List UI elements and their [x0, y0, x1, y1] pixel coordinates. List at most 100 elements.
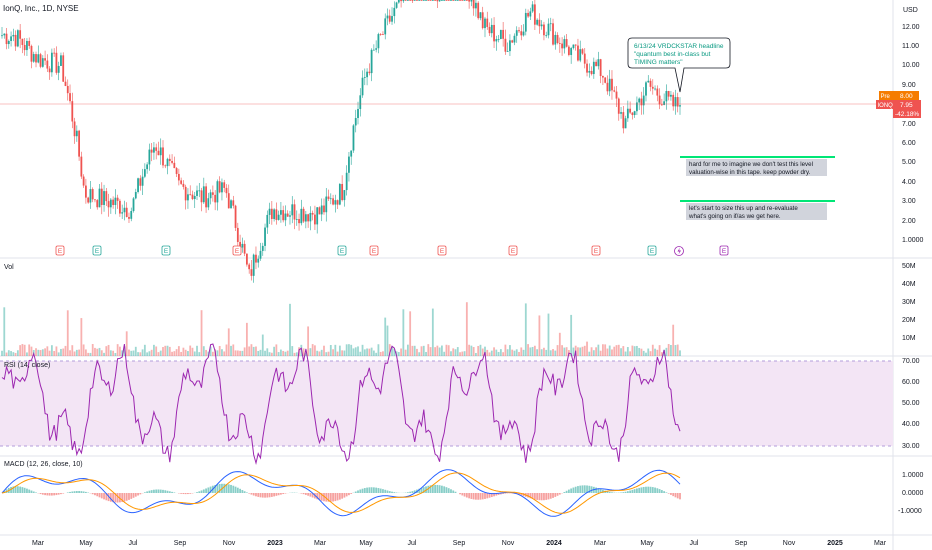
volume-bar	[597, 344, 600, 356]
candle	[148, 149, 151, 165]
macd-hist-bar	[361, 488, 364, 493]
volume-bar	[409, 311, 412, 356]
macd-hist-bar	[50, 493, 53, 496]
candle	[583, 53, 586, 64]
macd-hist-bar	[656, 488, 659, 493]
volume-bar	[198, 352, 201, 356]
macd-hist-bar	[631, 489, 634, 493]
candle	[622, 112, 625, 129]
rsi-tick: 70.00	[902, 358, 920, 365]
macd-hist-bar	[121, 493, 124, 503]
candle	[5, 33, 8, 45]
time-tick: Mar	[594, 540, 607, 547]
note-1[interactable]: hard for me to imagine we don't test thi…	[680, 156, 835, 176]
chart-title: IonQ, Inc., 1D, NYSE	[3, 4, 79, 13]
volume-bar	[334, 344, 337, 356]
volume-bar	[7, 350, 10, 356]
candle	[488, 26, 491, 34]
volume-bar	[234, 350, 237, 356]
rsi-tick: 40.00	[902, 421, 920, 428]
volume-bar	[602, 344, 604, 356]
volume-bar	[146, 352, 149, 356]
volume-bar	[572, 347, 575, 356]
volume-bar	[622, 346, 625, 356]
earnings-marker[interactable]	[647, 245, 657, 256]
volume-bar	[98, 347, 101, 356]
earnings-marker[interactable]	[232, 245, 242, 256]
candle	[60, 55, 62, 66]
volume-bar	[205, 349, 207, 356]
earnings-marker[interactable]	[92, 245, 102, 256]
macd-hist-bar	[556, 493, 559, 496]
volume-bar	[277, 352, 280, 356]
candle	[304, 214, 307, 222]
volume-tick: 10M	[902, 335, 916, 342]
volume-bar	[119, 346, 121, 356]
macd-hist-bar	[422, 487, 425, 493]
volume-bar	[429, 347, 432, 356]
earnings-marker-label: E	[164, 248, 169, 255]
volume-bar	[150, 349, 153, 356]
macd-hist-bar	[536, 493, 539, 500]
candle	[543, 24, 545, 36]
macd-hist-bar	[132, 493, 135, 498]
volume-bar	[94, 347, 96, 356]
macd-hist-bar	[304, 493, 307, 495]
volume-bar	[239, 350, 241, 356]
volume-bar	[191, 347, 194, 356]
volume-bar	[633, 346, 636, 356]
earnings-marker[interactable]	[337, 245, 347, 256]
macd-hist-bar	[611, 492, 613, 493]
macd-hist-bar	[114, 493, 117, 503]
time-tick: Nov	[783, 540, 796, 547]
candle	[393, 7, 396, 17]
candle	[382, 34, 384, 36]
macd-hist-bar	[259, 493, 262, 498]
candle	[486, 18, 489, 27]
macd-hist-bar	[570, 488, 573, 493]
volume-bar	[640, 348, 643, 356]
note-2[interactable]: let's start to size this up and re-evalu…	[680, 200, 835, 220]
volume-bar	[159, 350, 162, 356]
volume-bar	[114, 352, 117, 356]
macd-hist-bar	[436, 484, 439, 493]
candle	[50, 52, 53, 73]
time-tick: Nov	[502, 540, 515, 547]
rsi-tick: 30.00	[902, 443, 920, 450]
earnings-marker[interactable]	[719, 245, 729, 256]
volume-bar	[293, 352, 296, 356]
candle	[191, 194, 194, 200]
macd-hist-bar	[107, 493, 110, 502]
candle	[670, 94, 672, 97]
candle	[268, 208, 271, 215]
macd-hist-bar	[338, 493, 341, 500]
candle	[75, 130, 78, 137]
earnings-marker[interactable]	[437, 245, 447, 256]
candle	[493, 24, 495, 42]
macd-hist-bar	[450, 489, 452, 493]
lightning-icon[interactable]	[674, 246, 684, 256]
time-tick: 2025	[827, 540, 843, 547]
candle	[599, 59, 602, 77]
annotation-bubble[interactable]: 6/13/24 VRDCKSTAR headline "quantum best…	[627, 37, 731, 93]
macd-hist-bar	[654, 487, 656, 493]
currency-label: USD	[903, 7, 918, 14]
volume-bar	[184, 349, 187, 356]
volume-bar	[14, 352, 17, 356]
macd-hist-bar	[166, 490, 169, 493]
earnings-marker[interactable]	[508, 245, 518, 256]
earnings-marker[interactable]	[591, 245, 601, 256]
earnings-marker[interactable]	[369, 245, 379, 256]
macd-hist-bar	[633, 489, 636, 493]
earnings-marker[interactable]	[161, 245, 171, 256]
macd-hist-bar	[48, 493, 51, 496]
volume-bar	[592, 350, 595, 356]
earnings-marker[interactable]	[55, 245, 65, 256]
macd-hist-bar	[252, 493, 255, 496]
candle	[14, 34, 17, 47]
candle	[461, 0, 464, 1]
volume-bar	[484, 346, 486, 356]
volume-bar	[71, 345, 74, 356]
